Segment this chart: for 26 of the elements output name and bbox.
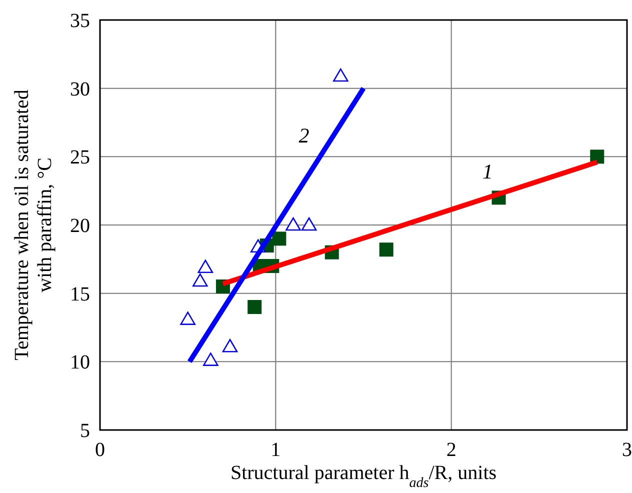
point <box>198 260 214 274</box>
series-label: 1 <box>482 160 493 184</box>
y-axis-title: Temperature when oil is saturated with paraffin, °C <box>11 90 56 360</box>
y-tick-label: 15 <box>70 283 90 306</box>
point <box>248 300 262 314</box>
x-tick-label: 2 <box>446 439 456 461</box>
y-tick-label: 25 <box>70 146 90 169</box>
point <box>286 217 301 231</box>
point <box>590 150 604 164</box>
point <box>203 352 218 366</box>
y-tick-label: 20 <box>70 215 90 237</box>
y-tick-label: 5 <box>80 420 90 442</box>
y-tick-label: 35 <box>70 10 90 32</box>
point <box>379 242 394 257</box>
point <box>272 232 286 246</box>
point <box>222 338 238 352</box>
x-tick-label: 1 <box>270 439 281 461</box>
x-tick-label: 0 <box>95 439 105 461</box>
y-tick-label: 30 <box>70 78 90 100</box>
x-axis-title: Structural parameter h$_{ads}$/R, units <box>230 462 497 490</box>
x-tick-label: 3 <box>622 439 632 461</box>
point <box>301 217 317 231</box>
point <box>180 312 196 325</box>
y-tick-label: 10 <box>70 352 90 374</box>
point <box>192 273 208 287</box>
series-label: 2 <box>298 124 310 148</box>
